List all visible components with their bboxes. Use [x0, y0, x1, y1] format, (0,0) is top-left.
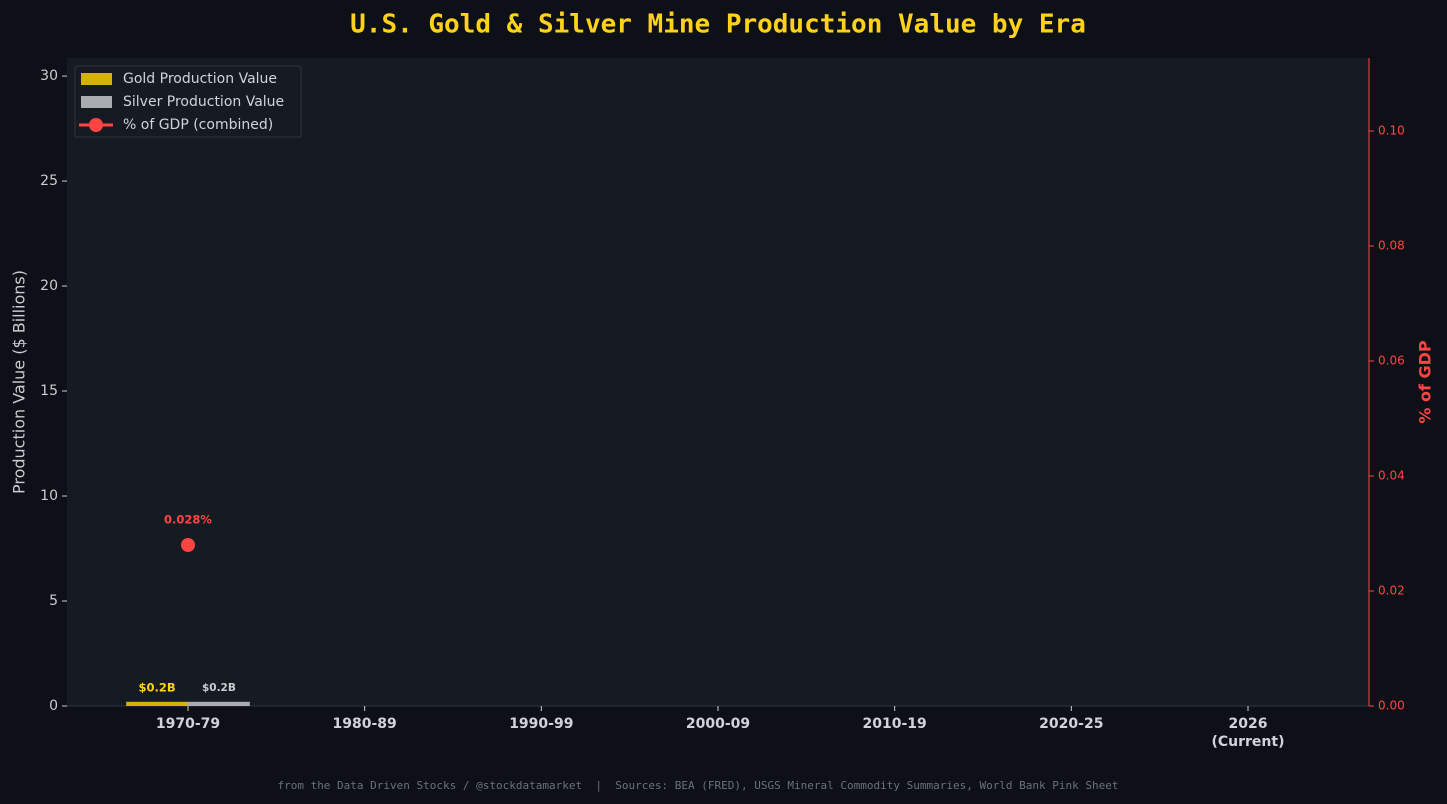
y-axis-label: Production Value ($ Billions)	[10, 270, 29, 494]
legend	[74, 65, 302, 138]
y-tick-label: 0	[49, 698, 58, 714]
legend-swatch	[81, 96, 112, 108]
footer: from the Data Driven Stocks / @stockdata…	[277, 779, 1118, 792]
x-tick-label: 1980-89	[332, 716, 397, 732]
y2-tick-label: 0.08	[1378, 239, 1405, 253]
x-tick-label: 1970-79	[155, 716, 221, 732]
y2-tick-label: 0.10	[1378, 124, 1405, 138]
y-tick-label: 15	[40, 383, 58, 399]
x-tick-label: 2020-25	[1039, 716, 1104, 732]
y-tick-label: 5	[49, 593, 58, 609]
x-tick-label: 2026 (Current)	[1211, 716, 1285, 750]
line-point	[181, 538, 196, 553]
y2-tick-label: 0.04	[1378, 469, 1405, 483]
y2-tick-label: 0.06	[1378, 354, 1405, 368]
bar	[188, 701, 250, 706]
y-tick-label: 10	[40, 488, 58, 504]
y-tick-label: 20	[40, 278, 58, 294]
legend-label: Gold Production Value	[123, 71, 277, 87]
value-label: 0.028%	[164, 513, 212, 527]
value-label: $0.2B	[202, 682, 236, 694]
legend-label: Silver Production Value	[123, 94, 284, 110]
x-tick-label: 2010-19	[862, 716, 927, 732]
y-tick-label: 25	[40, 173, 58, 189]
value-label: $0.2B	[139, 680, 176, 694]
x-tick-label: 1990-99	[509, 716, 574, 732]
y2-tick-label: 0.00	[1378, 699, 1405, 713]
plot-area	[67, 58, 1369, 706]
legend-label: % of GDP (combined)	[123, 117, 273, 133]
y2-axis-label: % of GDP	[1416, 340, 1435, 424]
x-tick-label: 2000-09	[685, 716, 751, 732]
y-tick-label: 30	[40, 68, 58, 84]
y2-tick-label: 0.02	[1378, 584, 1405, 598]
legend-swatch	[81, 73, 112, 85]
chart-title: U.S. Gold & Silver Mine Production Value…	[350, 10, 1086, 40]
bar	[126, 701, 189, 706]
legend-swatch	[89, 118, 103, 132]
